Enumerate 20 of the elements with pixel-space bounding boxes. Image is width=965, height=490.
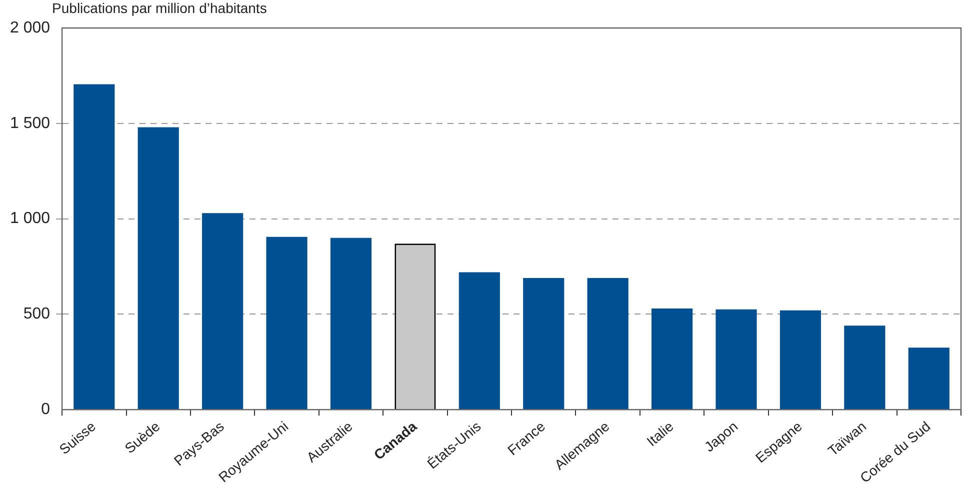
bar xyxy=(716,309,757,410)
bar xyxy=(266,236,308,410)
y-axis-title: Publications par million d’habitants xyxy=(52,0,267,16)
bar xyxy=(844,326,886,410)
y-tick-label: 1 000 xyxy=(10,210,50,228)
bar xyxy=(138,127,179,410)
bar xyxy=(780,310,822,410)
bar xyxy=(74,84,115,410)
bar xyxy=(330,238,372,410)
bar xyxy=(652,308,693,410)
y-tick-label: 500 xyxy=(23,306,50,323)
y-tick-label: 0 xyxy=(41,401,50,418)
bar xyxy=(202,213,244,410)
bar xyxy=(587,278,628,410)
x-tick-label: Italie xyxy=(644,418,677,450)
bar xyxy=(523,278,564,410)
y-tick-label: 1 500 xyxy=(10,114,50,132)
bar xyxy=(458,272,500,410)
y-tick-label: 2 000 xyxy=(10,19,50,36)
bar xyxy=(908,348,950,410)
